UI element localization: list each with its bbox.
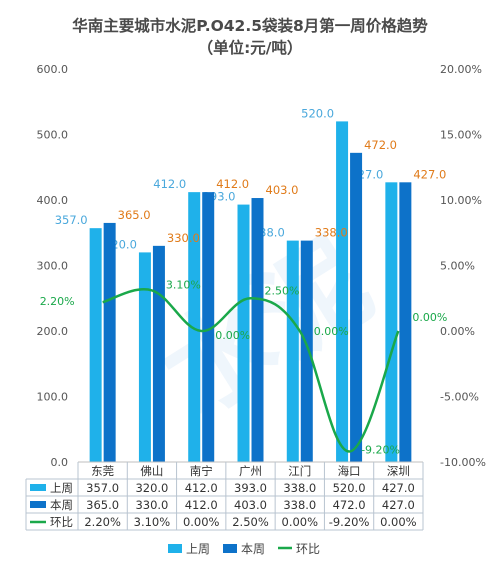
bar-this-week — [350, 152, 363, 462]
line-data-label: 0.00% — [412, 311, 447, 324]
line-data-label: 2.20% — [40, 295, 75, 308]
bar-this-week — [152, 245, 165, 462]
table-cell: 412.0 — [185, 498, 218, 512]
bar-data-label: 357.0 — [55, 213, 88, 227]
table-cell: 330.0 — [135, 498, 168, 512]
table-cell: 403.0 — [234, 498, 267, 512]
legend-key — [168, 544, 182, 553]
bar-last-week — [188, 192, 201, 462]
bar-this-week — [103, 222, 116, 462]
x-tick-label: 海口 — [338, 464, 361, 478]
y2-tick-label: -10.00% — [440, 456, 486, 469]
y2-tick-label: 5.00% — [440, 260, 475, 273]
y-tick-label: 400.0 — [37, 194, 69, 207]
legend-label: 环比 — [296, 542, 320, 556]
x-tick-label: 广州 — [239, 464, 262, 478]
table-cell: 3.10% — [134, 515, 171, 529]
bar-this-week — [251, 198, 264, 462]
y-tick-label: 600.0 — [37, 63, 69, 76]
table-cell: 0.00% — [183, 515, 220, 529]
bar-last-week — [385, 182, 398, 462]
y-tick-label: 300.0 — [37, 260, 69, 273]
table-cell: 338.0 — [283, 481, 316, 495]
chart-title: 华南主要城市水泥P.O42.5袋装8月第一周价格趋势 — [72, 17, 428, 35]
x-tick-label: 深圳 — [387, 464, 410, 478]
bar-data-label: 365.0 — [118, 208, 151, 222]
y-tick-label: 100.0 — [37, 391, 69, 404]
table-cell: 427.0 — [382, 498, 415, 512]
y2-tick-label: 10.00% — [440, 194, 482, 207]
table-cell: 357.0 — [86, 481, 119, 495]
line-series-ratio — [102, 288, 400, 453]
y2-tick-label: 0.00% — [440, 325, 475, 338]
bar-this-week — [202, 192, 215, 462]
line-data-label: 2.50% — [265, 284, 300, 297]
y-tick-label: 200.0 — [37, 325, 69, 338]
table-cell: 412.0 — [185, 481, 218, 495]
x-tick-label: 江门 — [288, 464, 311, 478]
table-cell: 520.0 — [333, 481, 366, 495]
bar-last-week — [237, 204, 250, 462]
bar-data-label: 338.0 — [315, 226, 348, 240]
table-cell: 365.0 — [86, 498, 119, 512]
line-data-label: -9.20% — [361, 444, 400, 457]
x-tick-label: 东莞 — [91, 464, 114, 478]
bar-last-week — [138, 252, 151, 462]
bar-data-label: 472.0 — [364, 138, 397, 152]
legend-key — [223, 544, 237, 553]
bar-last-week — [89, 228, 102, 462]
x-tick-label: 佛山 — [140, 464, 163, 478]
table-cell: 320.0 — [135, 481, 168, 495]
table-cell: 0.00% — [282, 515, 319, 529]
table-cell: 0.00% — [380, 515, 417, 529]
table-cell: -9.20% — [329, 515, 370, 529]
table-cell: 427.0 — [382, 481, 415, 495]
table-cell: 393.0 — [234, 481, 267, 495]
bar-data-label: 403.0 — [266, 183, 299, 197]
bar-this-week — [300, 240, 313, 462]
line-data-label: 0.00% — [314, 325, 349, 338]
legend-label: 上周 — [186, 542, 210, 556]
bar-data-label: 412.0 — [153, 177, 186, 191]
table-row-label: 环比 — [50, 515, 73, 529]
table-row-label: 本周 — [50, 498, 73, 512]
bar-data-label: 330.0 — [167, 231, 200, 245]
y2-tick-label: -5.00% — [440, 391, 479, 404]
x-tick-label: 南宁 — [190, 464, 213, 478]
table-cell: 472.0 — [333, 498, 366, 512]
bar-last-week — [336, 121, 349, 463]
y-tick-label: 500.0 — [37, 129, 69, 142]
bar-data-label: 427.0 — [413, 167, 446, 181]
legend-label: 本周 — [241, 542, 265, 556]
table-row-label: 上周 — [50, 481, 73, 495]
line-data-label: 0.00% — [215, 329, 250, 342]
table-cell: 338.0 — [283, 498, 316, 512]
table-legend-key — [30, 484, 46, 491]
table-cell: 2.20% — [84, 515, 121, 529]
table-legend-key — [30, 501, 46, 508]
line-data-label: 3.10% — [166, 278, 201, 291]
bar-last-week — [286, 240, 299, 462]
bar-this-week — [399, 182, 412, 462]
y2-tick-label: 15.00% — [440, 129, 482, 142]
y-tick-label: 0.0 — [51, 456, 69, 469]
chart-subtitle: （单位:元/吨） — [197, 39, 303, 57]
bar-data-label: 412.0 — [216, 177, 249, 191]
bar-data-label: 520.0 — [301, 106, 334, 120]
y2-tick-label: 20.00% — [440, 63, 482, 76]
table-cell: 2.50% — [232, 515, 269, 529]
